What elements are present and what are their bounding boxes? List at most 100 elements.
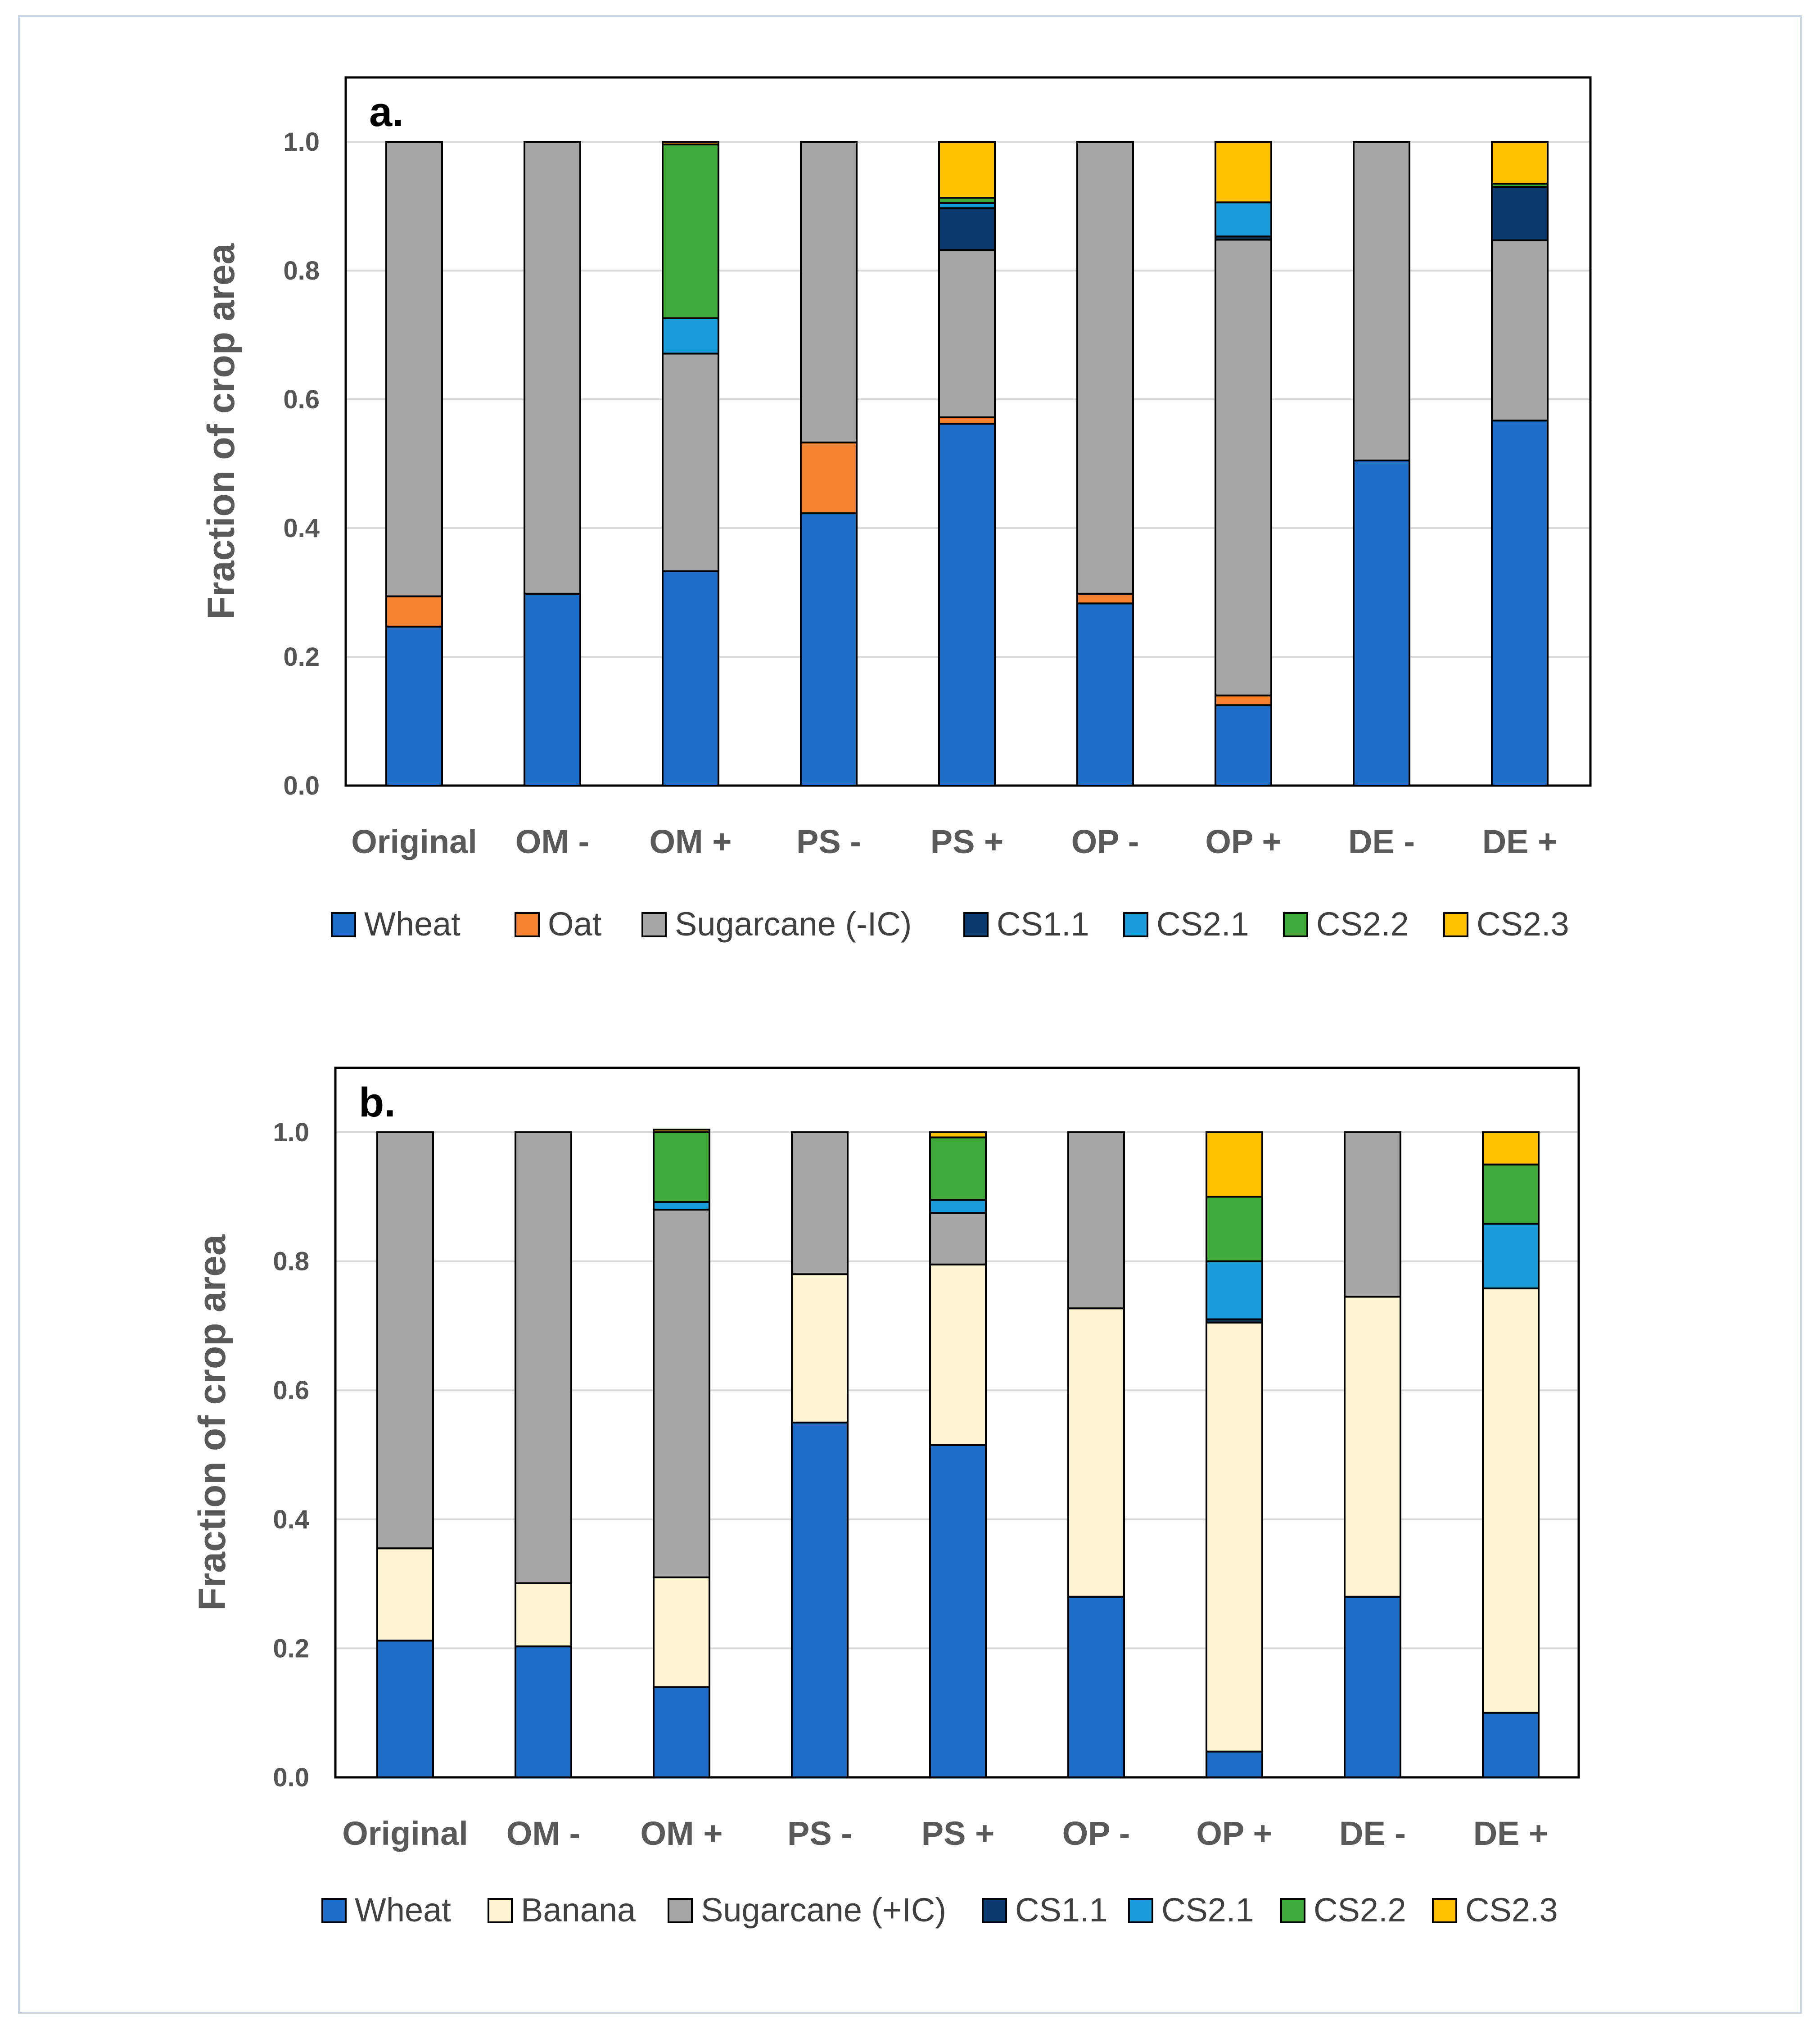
- x-tick-label: DE -: [1339, 1815, 1406, 1852]
- y-tick-label: 0.6: [283, 385, 320, 414]
- bar-segment-cs2-2: [929, 1136, 987, 1201]
- bar-segment-sugarcane-ic: [1076, 141, 1134, 595]
- chart-panel-b: 0.0 0.2 0.4 0.6 0.8 1.0 Original OM - OM + PS - PS…: [191, 1066, 1580, 1929]
- x-tick-label: DE +: [1482, 823, 1558, 860]
- bar-segment-wheat: [1482, 1712, 1540, 1778]
- bar-segment-wheat: [1067, 1595, 1125, 1778]
- legend-label-cs2-2: CS2.2: [1316, 905, 1409, 943]
- y-tick-label: 0.8: [283, 256, 320, 285]
- bar-segment-cs2-3: [1215, 141, 1272, 203]
- bar-segment-wheat: [1353, 459, 1410, 786]
- bar-segment-sugarcane-ic: [1215, 239, 1272, 696]
- bar-segment-oat: [1215, 694, 1272, 706]
- bar-segment-sugarcane-ic: [376, 1131, 434, 1550]
- y-tick-label: 0.2: [283, 642, 320, 672]
- bar-segment-sugarcane-ic: [929, 1212, 987, 1265]
- y-tick-label: 0.6: [273, 1376, 309, 1405]
- legend-swatch-cs2-3: [1432, 1898, 1457, 1923]
- bar-segment-cs2-2: [653, 1131, 710, 1203]
- bar-segment-cs2-1: [929, 1199, 987, 1214]
- bar-segment-wheat: [791, 1421, 849, 1779]
- legend-swatch-wheat: [321, 1898, 347, 1923]
- bar-segment-cs2-2: [1482, 1163, 1540, 1225]
- legend-label-sugarcane-ic: Sugarcane (-IC): [675, 905, 912, 943]
- legend-label-wheat: Wheat: [355, 1891, 451, 1929]
- bar-segment-sugarcane-ic: [385, 141, 443, 597]
- bar-segment-sugarcane-ic: [1491, 239, 1549, 422]
- bar-segment-wheat: [524, 592, 581, 786]
- y-tick-label: 0.2: [273, 1634, 309, 1663]
- legend-swatch-cs2-1: [1128, 1898, 1153, 1923]
- legend-label-cs1-1: CS1.1: [1015, 1891, 1108, 1929]
- bar-segment-banana: [1067, 1307, 1125, 1598]
- legend-swatch-oat: [515, 912, 540, 937]
- x-tick-label: OM -: [506, 1815, 580, 1852]
- legend-swatch-cs2-1: [1123, 912, 1148, 937]
- legend: Wheat Banana Sugarcane (+IC) CS1.1 CS2.1 CS2.…: [321, 1891, 1558, 1929]
- bar-segment-sugarcane-ic: [791, 1131, 849, 1275]
- bar-segment-wheat: [1206, 1750, 1263, 1778]
- x-tick-label: OP -: [1062, 1815, 1130, 1852]
- x-tick-label: OM -: [515, 823, 589, 860]
- legend-swatch-banana: [488, 1898, 513, 1923]
- bar-segment-banana: [1344, 1296, 1401, 1598]
- bar-segment-oat: [938, 416, 996, 425]
- bar-segment-wheat: [1491, 420, 1549, 786]
- legend-label-cs2-1: CS2.1: [1156, 905, 1249, 943]
- y-tick-label: 0.0: [273, 1763, 309, 1792]
- bar-segment-banana: [791, 1273, 849, 1423]
- bar-segment-banana: [376, 1547, 434, 1642]
- chart-panel-a: 0.0 0.2 0.4 0.6 0.8 1.0 Original OM - OM + PS - PS…: [200, 76, 1592, 943]
- x-tick-label: PS -: [796, 823, 861, 860]
- bar-segment-cs2-2: [662, 143, 719, 319]
- bar-segment-wheat: [1215, 704, 1272, 786]
- bar-segment-banana: [1482, 1287, 1540, 1714]
- legend-label-cs2-3: CS2.3: [1465, 1891, 1558, 1929]
- bar-segment-sugarcane-ic: [653, 1208, 710, 1578]
- bar-segment-sugarcane-ic: [662, 352, 719, 572]
- bar-segment-cs2-1: [662, 317, 719, 355]
- bar-segment-oat: [385, 595, 443, 628]
- bar-segment-banana: [515, 1582, 572, 1648]
- bar-segment-cs2-3: [1491, 141, 1549, 185]
- bar-segment-wheat: [653, 1686, 710, 1778]
- panel-label: b.: [359, 1080, 396, 1125]
- x-tick-label: OP +: [1205, 823, 1281, 860]
- x-tick-label: Original: [342, 1815, 468, 1852]
- y-tick-label: 0.8: [273, 1247, 309, 1276]
- legend-swatch-cs1-1: [982, 1898, 1007, 1923]
- bar-segment-wheat: [376, 1640, 434, 1779]
- bar-segment-sugarcane-ic: [1344, 1131, 1401, 1298]
- legend-label-cs2-1: CS2.1: [1161, 1891, 1254, 1929]
- x-tick-label: OM +: [641, 1815, 723, 1852]
- bar-segment-cs2-1: [653, 1201, 710, 1211]
- legend: Wheat Oat Sugarcane (-IC) CS1.1 CS2.1 CS2.2 CS…: [331, 905, 1569, 943]
- bar-segment-wheat: [929, 1444, 987, 1778]
- bar-segment-cs2-3: [1206, 1131, 1263, 1198]
- bar-segment-cs1-1: [938, 207, 996, 251]
- x-tick-label: Original: [351, 823, 477, 860]
- x-tick-label: OP +: [1196, 1815, 1272, 1852]
- bar-segment-cs2-2: [1206, 1196, 1263, 1262]
- bar-segment-wheat: [800, 512, 858, 786]
- bar-segment-oat: [800, 441, 858, 515]
- legend-label-wheat: Wheat: [364, 905, 461, 943]
- legend-swatch-cs1-1: [963, 912, 989, 937]
- bar-segment-wheat: [1076, 602, 1134, 787]
- x-tick-label: PS +: [930, 823, 1004, 860]
- bar-segment-sugarcane-ic: [800, 141, 858, 443]
- x-tick-label: OM +: [650, 823, 732, 860]
- legend-label-cs2-3: CS2.3: [1477, 905, 1569, 943]
- y-tick-label: 1.0: [283, 127, 320, 157]
- legend-swatch-cs2-2: [1280, 1898, 1305, 1923]
- bar-segment-banana: [1206, 1321, 1263, 1753]
- bar-segment-wheat: [385, 625, 443, 787]
- bar-segment-oat: [1076, 592, 1134, 605]
- panel-label: a.: [369, 89, 404, 135]
- bar-segment-wheat: [938, 423, 996, 786]
- legend-label-cs1-1: CS1.1: [997, 905, 1089, 943]
- legend-swatch-sugarcane-ic: [668, 1898, 693, 1923]
- bar-segment-banana: [653, 1576, 710, 1688]
- bar-segment-sugarcane-ic: [515, 1131, 572, 1584]
- bar-segment-cs2-1: [1482, 1223, 1540, 1289]
